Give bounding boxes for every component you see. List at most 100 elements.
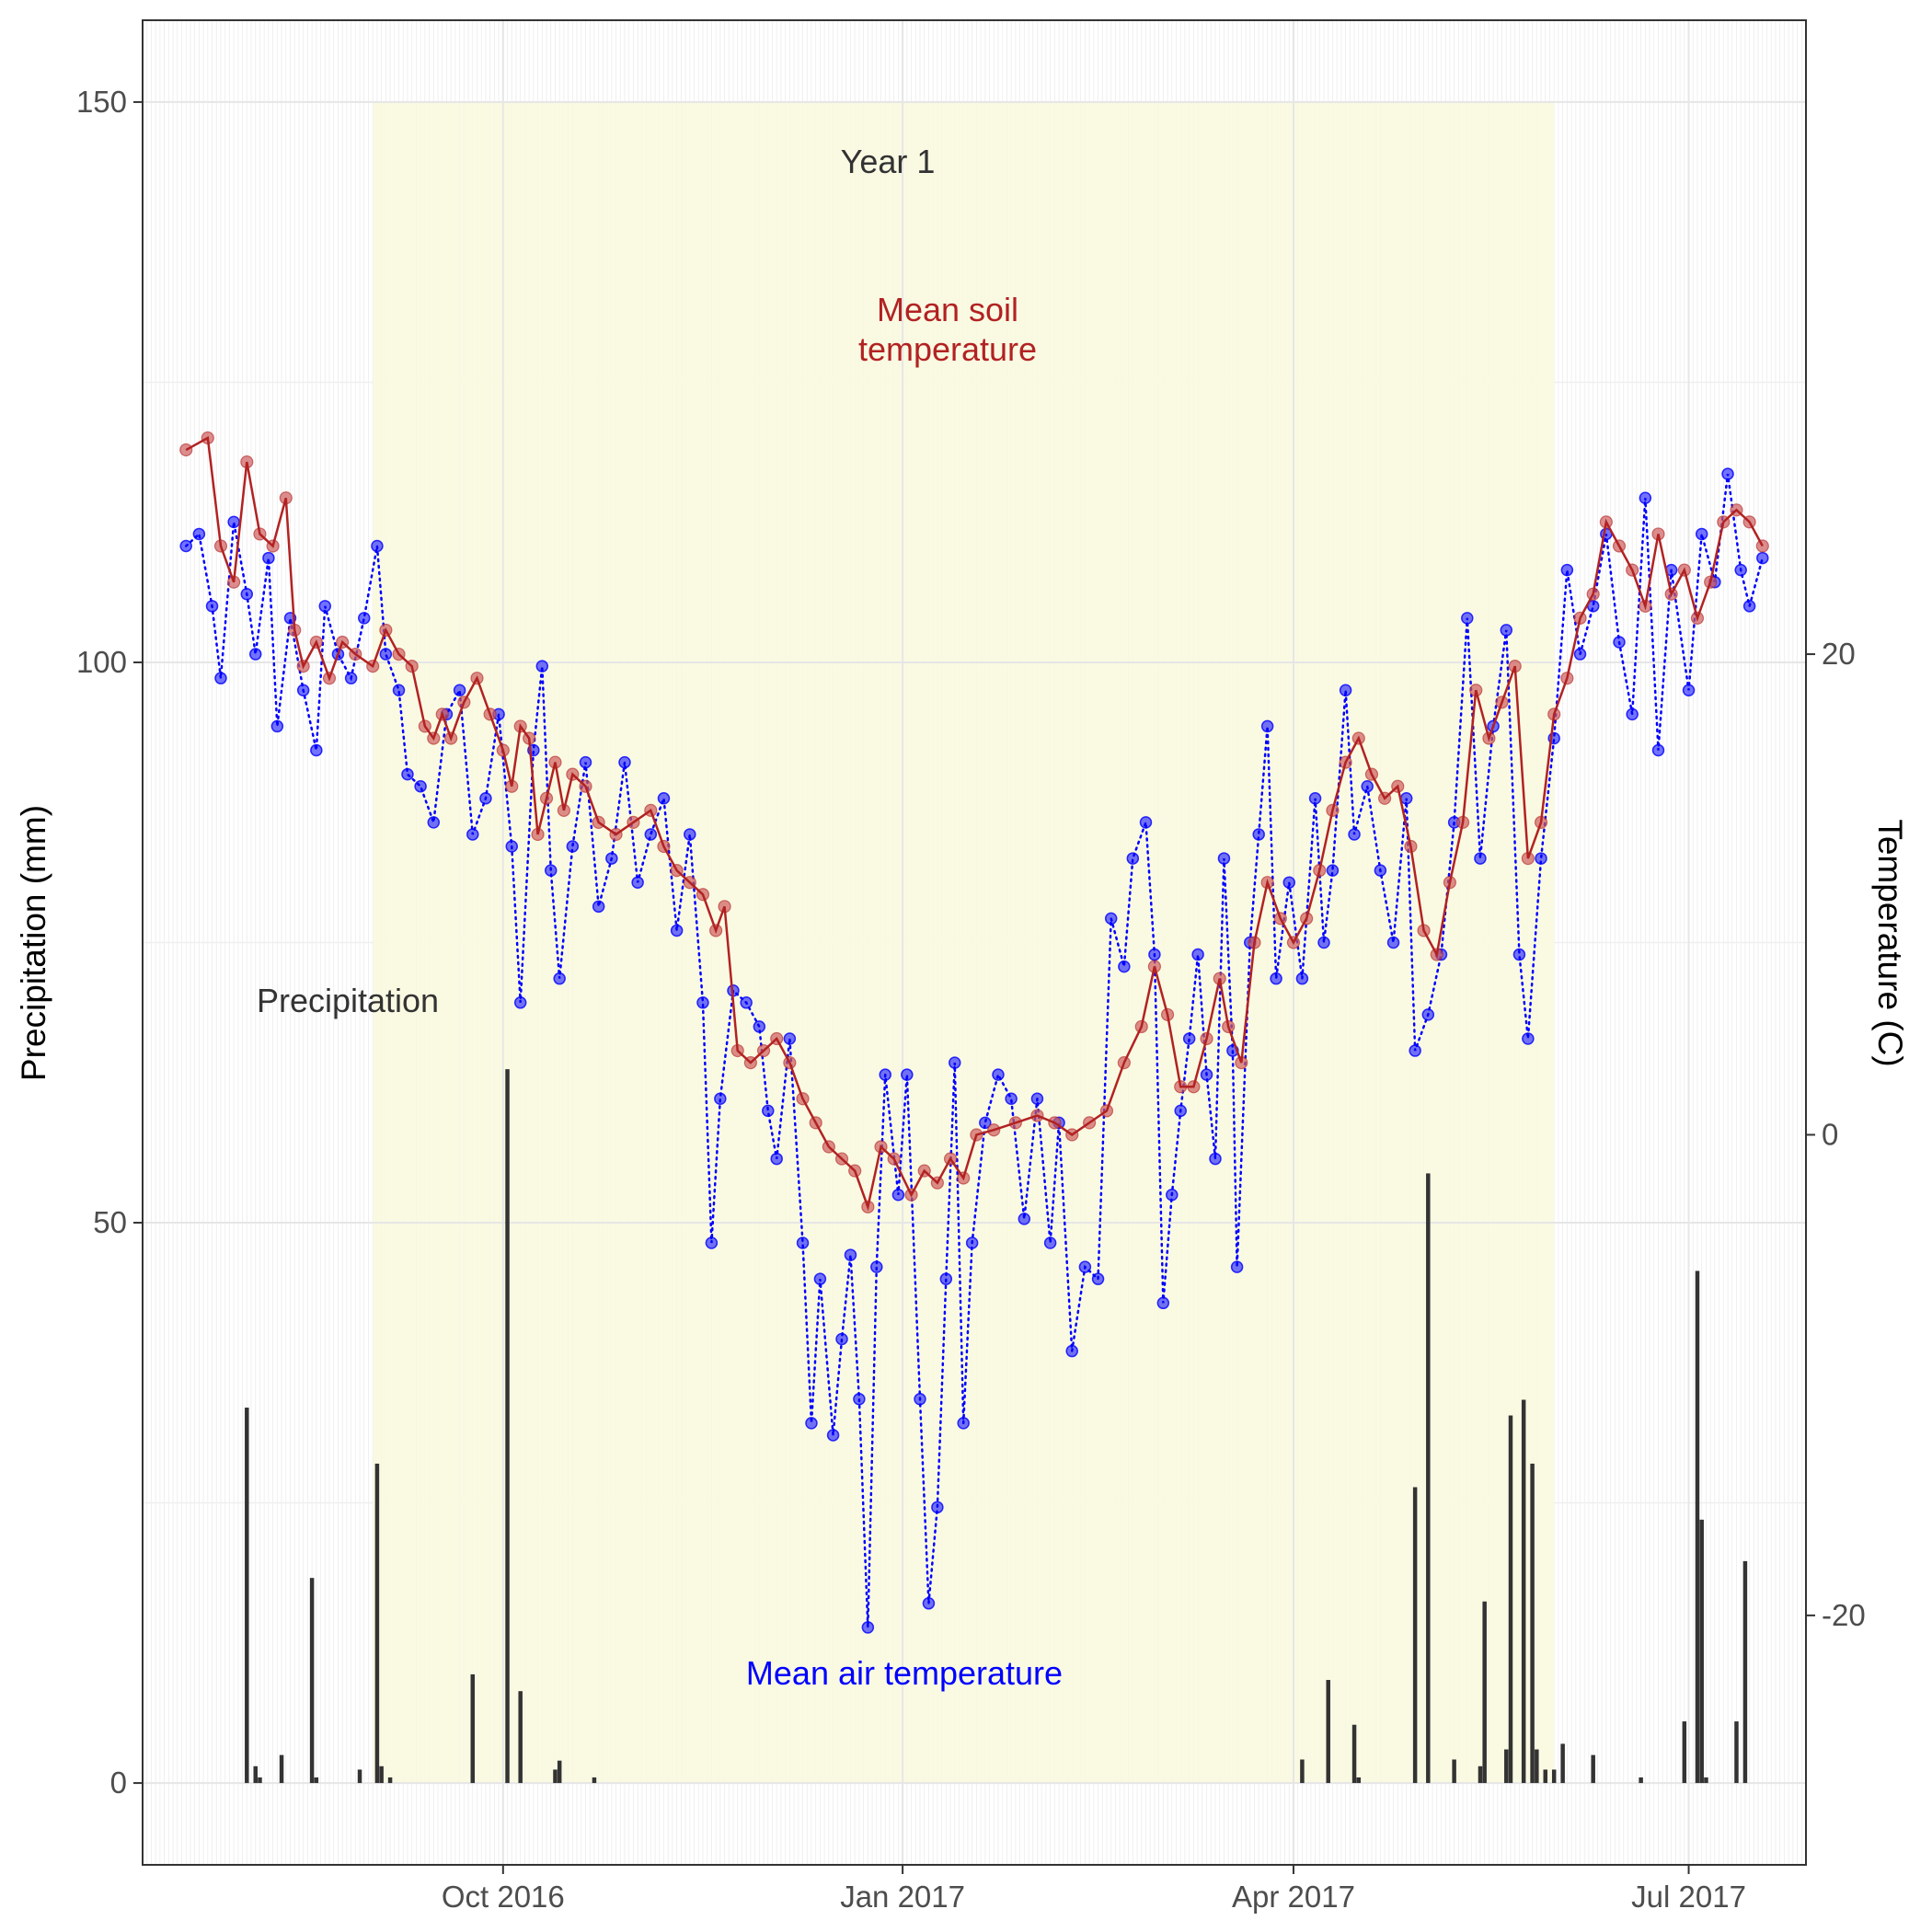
air-temperature-point [553, 972, 566, 985]
air-temperature-point [214, 672, 227, 684]
air-temperature-point [835, 1332, 848, 1346]
air-temperature-point [1348, 828, 1361, 841]
precipitation-bar [1426, 1173, 1431, 1784]
air-temperature-point [1156, 1296, 1170, 1310]
air-temperature-point [844, 1248, 857, 1261]
air-temperature-point [1174, 1104, 1187, 1118]
air-temperature-point [1091, 1272, 1105, 1285]
air-temperature-point [826, 1429, 840, 1442]
precipitation-bar [1551, 1769, 1557, 1784]
y-tick-label: 0 [110, 1765, 127, 1800]
air-temperature-point [344, 672, 358, 684]
precipitation-bar [1530, 1463, 1535, 1784]
year-highlight-band [373, 101, 1555, 1784]
x-tick-label: Jul 2017 [1631, 1880, 1746, 1914]
air-temperature-point [1104, 912, 1118, 926]
air-temperature-point [1613, 636, 1626, 649]
air-temperature-point [1209, 1152, 1222, 1166]
air-temperature-point [1742, 600, 1756, 613]
precipitation-bar [253, 1765, 258, 1784]
air-temperature-point [957, 1417, 970, 1430]
air-temperature-point [579, 755, 592, 769]
air-temperature-point [479, 792, 492, 805]
precipitation-bar [1452, 1759, 1456, 1784]
air-temperature-point [1421, 1008, 1435, 1021]
air-temperature-point [310, 743, 323, 757]
precipitation-bar [387, 1777, 393, 1784]
air-temperature-point [1166, 1189, 1179, 1202]
soil-temperature-series [179, 431, 1769, 1213]
air-temperature-point [631, 876, 644, 889]
y-axis-right: -20 0 20 [1806, 637, 1866, 1632]
air-temperature-point [262, 551, 275, 565]
air-temperature-point [618, 755, 631, 769]
air-temperature-point [1139, 816, 1153, 829]
air-temperature-point [684, 828, 696, 841]
air-temperature-point [1409, 1044, 1421, 1057]
y2-tick-label: -20 [1822, 1598, 1866, 1632]
air-temperature-point [914, 1393, 926, 1406]
air-temperature-point [1118, 960, 1131, 973]
air-temperature-point [1191, 948, 1204, 961]
precipitation-bar [505, 1069, 510, 1784]
air-temperature-point [1386, 936, 1400, 949]
y-axis-title-right: Temperature (C) [1871, 819, 1909, 1066]
air-temperature-point [1721, 467, 1734, 480]
air-temperature-point [205, 600, 219, 613]
precipitation-bar [1543, 1769, 1548, 1784]
highlight-label: Year 1 [841, 143, 936, 180]
air-temperature-point [270, 719, 284, 733]
air-temperature-point [1682, 684, 1696, 696]
air-temperature-point [979, 1116, 992, 1130]
air-temperature-point [1560, 563, 1574, 577]
precipitation-bar [1695, 1271, 1700, 1784]
air-temperature-point [861, 1621, 875, 1634]
air-temperature-point [931, 1501, 944, 1514]
air-temperature-point [853, 1393, 866, 1406]
y-axis-left: 0 50 100 150 [76, 85, 143, 1800]
air-temperature-point [1535, 852, 1547, 865]
air-temperature-point [513, 996, 527, 1009]
air-temperature-point [1734, 563, 1747, 577]
air-temperature-point [1639, 491, 1652, 505]
air-temperature-point [670, 924, 684, 937]
precipitation-bar [374, 1463, 380, 1784]
precipitation-bar [1535, 1749, 1539, 1784]
y2-tick-label: 20 [1822, 637, 1856, 671]
air-temperature-point [1078, 1260, 1092, 1273]
precipitation-bar [1699, 1519, 1704, 1784]
precipitation-bar [518, 1691, 523, 1784]
air-temperature-point [1270, 972, 1282, 985]
soil-temperature-annotation-line1: Mean soil [877, 291, 1018, 328]
precipitation-bar [553, 1769, 558, 1784]
air-temperature-point [1339, 684, 1352, 696]
air-temperature-point [427, 816, 441, 829]
air-temperature-point [1651, 743, 1665, 757]
precipitation-bar [1351, 1724, 1357, 1784]
air-temperature-point [1200, 1068, 1213, 1081]
x-tick-label: Oct 2016 [442, 1880, 565, 1914]
air-temperature-point [657, 792, 671, 805]
air-temperature-point [192, 527, 206, 541]
air-temperature-point [740, 996, 753, 1009]
precipitation-bar [1478, 1765, 1483, 1784]
air-temperature-point [1295, 972, 1309, 985]
air-temperature-point [805, 1417, 818, 1430]
precipitation-bar [1734, 1721, 1739, 1784]
precipitation-bar [309, 1578, 315, 1784]
precipitation-bar [1742, 1560, 1748, 1784]
air-temperature-point [891, 1189, 905, 1202]
air-temperature-point [535, 660, 549, 673]
air-temperature-point [1126, 852, 1140, 865]
precipitation-annotation: Precipitation [257, 982, 439, 1019]
air-temperature-point [379, 648, 393, 661]
air-temperature-point [371, 539, 384, 553]
precipitation-bar [1521, 1399, 1526, 1784]
air-temperature-point [901, 1068, 914, 1081]
air-temperature-point [1043, 1236, 1057, 1249]
panel-border [142, 19, 1807, 1866]
precipitation-bar [1639, 1777, 1643, 1784]
air-temperature-point [1573, 648, 1587, 661]
x-tick-label: Apr 2017 [1232, 1880, 1355, 1914]
